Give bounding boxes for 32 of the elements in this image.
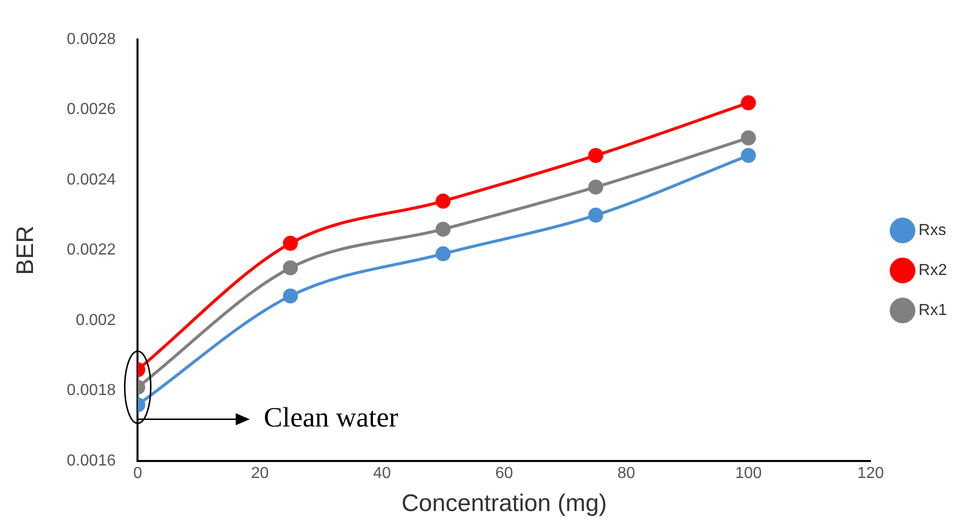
x-tick-label: 60	[495, 465, 514, 482]
x-axis-title: Concentration (mg)	[401, 490, 607, 518]
x-tick-label: 100	[735, 465, 762, 482]
y-tick-label: 0.002	[76, 312, 116, 329]
point	[282, 260, 298, 276]
x-tick-label: 20	[250, 465, 269, 482]
point	[436, 246, 451, 262]
legend-label: Rx2	[918, 262, 948, 279]
x-tick-label: 80	[617, 465, 636, 482]
x-tick-label: 120	[857, 465, 884, 482]
y-tick-label: 0.0016	[66, 452, 116, 470]
point	[588, 148, 604, 163]
point	[588, 208, 604, 223]
point	[740, 95, 756, 110]
y-tick-label: 0.0024	[66, 171, 116, 188]
point	[282, 236, 298, 251]
point	[588, 180, 604, 195]
y-tick-label: 0.0018	[66, 382, 116, 400]
point	[436, 222, 451, 237]
x-tick-label: 0	[133, 465, 142, 482]
legend-label: Rx1	[918, 302, 948, 319]
annotation: Clean water	[264, 402, 399, 434]
x-tick-label: 40	[373, 465, 392, 482]
point	[436, 194, 451, 209]
point	[740, 148, 756, 163]
y-tick-label: 0.0022	[66, 242, 116, 259]
y-axis-title: BER	[12, 226, 40, 275]
point	[740, 130, 756, 146]
point	[282, 288, 298, 304]
y-tick-label: 0.0026	[66, 101, 116, 118]
legend-label: Rxs	[918, 222, 946, 239]
y-tick-label: 0.0028	[66, 31, 116, 48]
